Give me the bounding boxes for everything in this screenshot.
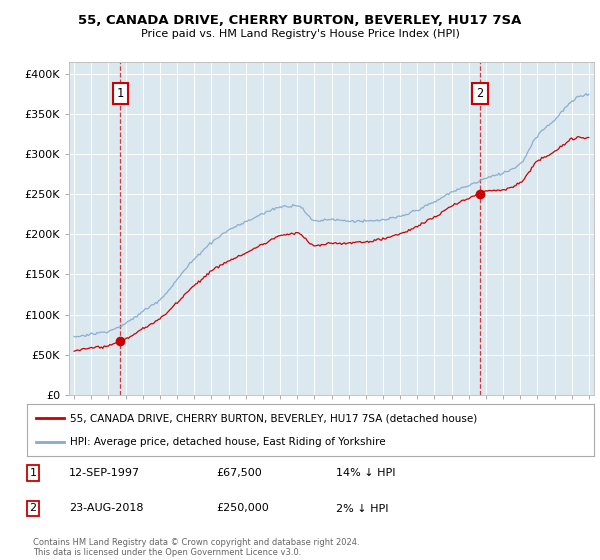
Text: 55, CANADA DRIVE, CHERRY BURTON, BEVERLEY, HU17 7SA (detached house): 55, CANADA DRIVE, CHERRY BURTON, BEVERLE… (70, 413, 477, 423)
Text: 2: 2 (476, 87, 484, 100)
Text: 1: 1 (29, 468, 37, 478)
Text: 2% ↓ HPI: 2% ↓ HPI (336, 503, 389, 514)
Text: Price paid vs. HM Land Registry's House Price Index (HPI): Price paid vs. HM Land Registry's House … (140, 29, 460, 39)
Text: 23-AUG-2018: 23-AUG-2018 (69, 503, 143, 514)
Text: 55, CANADA DRIVE, CHERRY BURTON, BEVERLEY, HU17 7SA: 55, CANADA DRIVE, CHERRY BURTON, BEVERLE… (79, 14, 521, 27)
Text: £67,500: £67,500 (216, 468, 262, 478)
Text: 12-SEP-1997: 12-SEP-1997 (69, 468, 140, 478)
Text: £250,000: £250,000 (216, 503, 269, 514)
Text: HPI: Average price, detached house, East Riding of Yorkshire: HPI: Average price, detached house, East… (70, 437, 385, 447)
Text: 14% ↓ HPI: 14% ↓ HPI (336, 468, 395, 478)
Text: 2: 2 (29, 503, 37, 514)
Text: Contains HM Land Registry data © Crown copyright and database right 2024.
This d: Contains HM Land Registry data © Crown c… (33, 538, 359, 557)
Text: 1: 1 (117, 87, 124, 100)
